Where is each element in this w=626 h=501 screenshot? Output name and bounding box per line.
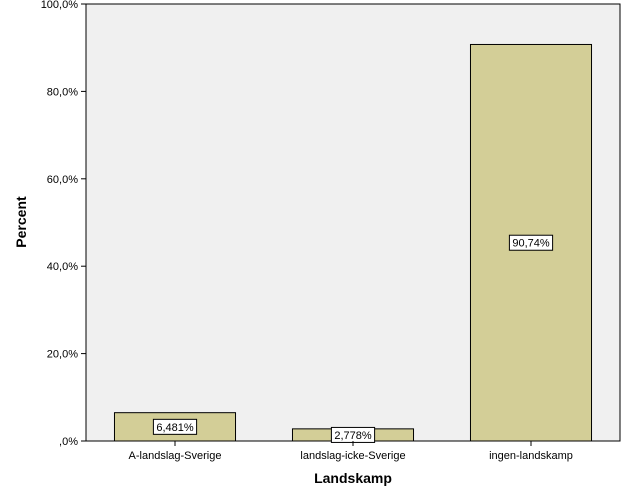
y-axis: ,0% 20,0% 40,0% 60,0% 80,0% 100,0%: [41, 0, 86, 448]
x-tick-label: landslag-icke-Sverige: [300, 450, 405, 462]
y-tick-label: 60,0%: [47, 174, 78, 186]
y-tick-label: 80,0%: [47, 86, 78, 98]
bars-group: 6,481% 2,778% 90,74%: [113, 43, 593, 443]
y-tick-label: 40,0%: [47, 261, 78, 273]
x-axis: A-landslag-Sverige landslag-icke-Sverige i…: [129, 441, 573, 462]
data-label: 90,74%: [512, 238, 550, 250]
y-axis-title: Percent: [13, 196, 29, 248]
data-label-box: [508, 234, 554, 251]
data-label-box: [152, 418, 198, 435]
y-tick-label: ,0%: [59, 436, 78, 448]
x-axis-title: Landskamp: [314, 470, 392, 486]
y-tick-label: 20,0%: [47, 349, 78, 361]
data-label: 6,481%: [156, 422, 194, 434]
x-tick-label: ingen-landskamp: [489, 450, 573, 462]
y-tick-label: 100,0%: [41, 0, 79, 11]
x-tick-label: A-landslag-Sverige: [129, 450, 222, 462]
data-label: 2,778%: [334, 430, 372, 442]
